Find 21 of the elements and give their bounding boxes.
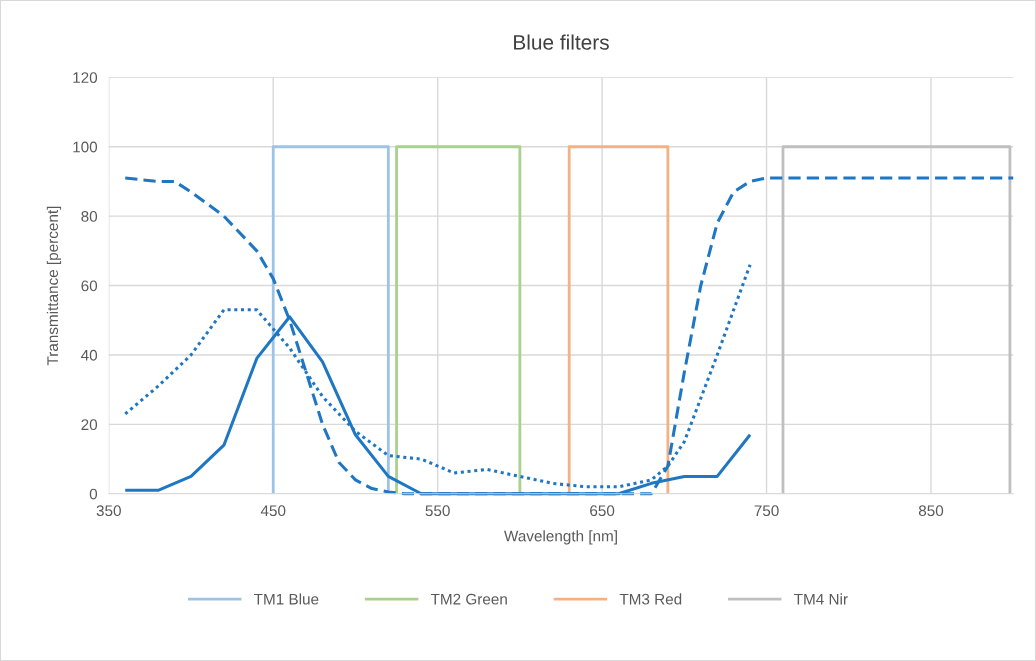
legend-label: TM4 Nir — [794, 593, 848, 605]
y-tick-label: 20 — [81, 419, 98, 431]
y-tick-label: 100 — [73, 141, 98, 153]
y-tick-label: 80 — [81, 211, 98, 222]
legend-label: TM2 Green — [430, 593, 507, 605]
y-tick-label: 60 — [81, 280, 98, 292]
y-tick-label: 0 — [89, 488, 98, 500]
y-tick-label: 40 — [81, 349, 98, 361]
line-series — [123, 176, 1015, 496]
legend-label: TM1 Blue — [254, 593, 319, 605]
x-tick-label: 750 — [754, 505, 779, 517]
x-axis-title: Wavelength [nm] — [504, 530, 617, 545]
y-tick-label: 120 — [73, 72, 98, 84]
x-tick-label: 550 — [425, 505, 450, 517]
y-axis-title: Transmittance [percent] — [46, 206, 62, 366]
x-tick-label: 350 — [96, 505, 121, 517]
x-tick-label: 650 — [590, 505, 615, 517]
x-tick-label: 850 — [918, 505, 944, 517]
x-tick-label: 450 — [260, 505, 286, 517]
legend-label: TM3 Red — [619, 593, 682, 605]
chart-title: Blue filters — [514, 34, 609, 50]
